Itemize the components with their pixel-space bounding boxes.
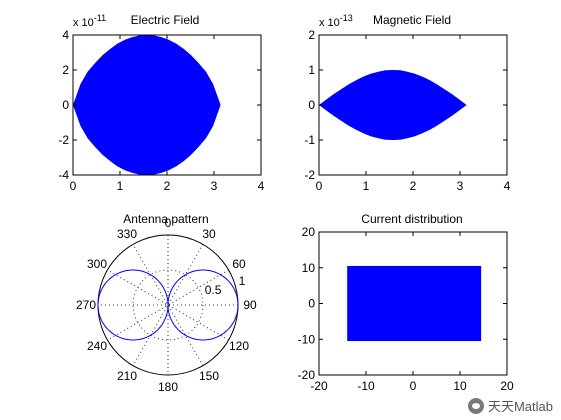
electric-field-y-tick-label: 4 — [62, 28, 69, 42]
electric-field-x-tick-label: 2 — [164, 179, 171, 193]
polar-angle-label: 60 — [232, 257, 246, 271]
polar-spoke — [132, 244, 204, 366]
electric-field-y-tick-label: 2 — [62, 63, 69, 77]
polar-angle-label: 300 — [87, 257, 107, 271]
current-distribution-fill — [347, 265, 482, 342]
current-distribution-title: Current distribution — [361, 212, 462, 226]
current-distribution-x-tick-label: 0 — [410, 379, 417, 393]
electric-field-x-tick-label: 4 — [258, 179, 265, 193]
electric-field-x-tick-label: 3 — [211, 179, 218, 193]
antenna-pattern-title: Antenna pattern — [123, 212, 208, 226]
polar-spoke — [107, 269, 229, 341]
magnetic-field-y-tick-label: -1 — [304, 133, 315, 147]
electric-field-y-tick-label: -2 — [58, 133, 69, 147]
magnetic-field-plot: Magnetic Field x 10-13 0 1 2 3 4 -2 -1 0 1 2 — [304, 13, 510, 193]
current-distribution-y-tick-label: 20 — [302, 225, 316, 239]
current-distribution-y-tick-label: 10 — [302, 261, 316, 275]
current-distribution-plot: Current distribution -20 -10 0 10 20 -20 -10 0 1… — [298, 212, 514, 393]
electric-field-x-tick-label: 0 — [70, 179, 77, 193]
polar-angle-label: 330 — [117, 227, 137, 241]
current-distribution-x-tick-label: -20 — [310, 379, 328, 393]
polar-angle-label: 180 — [158, 380, 178, 394]
magnetic-field-x-tick-label: 1 — [363, 179, 370, 193]
magnetic-field-y-tick-label: 2 — [308, 28, 315, 42]
wechat-icon — [467, 397, 484, 414]
magnetic-field-title: Magnetic Field — [373, 13, 451, 27]
polar-angle-label: 150 — [199, 369, 219, 383]
electric-field-y-tick-label: -4 — [58, 168, 69, 182]
electric-field-x-tick-label: 1 — [117, 179, 124, 193]
magnetic-field-y-tick-label: -2 — [304, 168, 315, 182]
polar-angle-label: 270 — [76, 298, 96, 312]
magnetic-field-x-tick-label: 2 — [410, 179, 417, 193]
magnetic-field-x-tick-label: 3 — [457, 179, 464, 193]
polar-angle-label: 90 — [243, 298, 257, 312]
polar-ring-label: 1 — [239, 274, 246, 288]
watermark-text: 天天Matlab — [487, 399, 553, 414]
watermark: 天天Matlab — [467, 396, 553, 415]
electric-field-plot: Electric Field x 10-11 0 1 2 3 4 -4 -2 0 2 4 — [58, 13, 264, 193]
magnetic-field-y-tick-label: 1 — [308, 63, 315, 77]
polar-spoke — [107, 269, 229, 341]
polar-angle-label: 30 — [202, 227, 216, 241]
polar-angle-label: 240 — [87, 339, 107, 353]
current-distribution-y-tick-label: 0 — [308, 297, 315, 311]
electric-field-exponent: x 10-11 — [73, 13, 106, 29]
polar-spoke — [132, 244, 204, 366]
polar-angle-label: 120 — [229, 339, 249, 353]
magnetic-field-area — [319, 70, 467, 140]
electric-field-y-tick-label: 0 — [62, 98, 69, 112]
antenna-pattern-line — [97, 269, 239, 341]
current-distribution-y-tick-label: -10 — [298, 332, 316, 346]
current-distribution-x-tick-label: -10 — [357, 379, 375, 393]
current-distribution-y-tick-label: -20 — [298, 368, 316, 382]
current-distribution-x-tick-label: 20 — [500, 379, 514, 393]
magnetic-field-x-tick-label: 0 — [316, 179, 323, 193]
polar-angle-label: 0 — [165, 216, 172, 230]
polar-ring-label: 0.5 — [205, 283, 222, 297]
electric-field-area — [73, 35, 221, 175]
antenna-pattern-plot: Antenna pattern 0.5 1 0 30 60 90 120 150 180 210 2… — [76, 212, 257, 394]
polar-angle-label: 210 — [117, 369, 137, 383]
polar-inner-ring — [132, 269, 204, 341]
electric-field-title: Electric Field — [131, 13, 200, 27]
magnetic-field-y-tick-label: 0 — [308, 98, 315, 112]
magnetic-field-exponent: x 10-13 — [319, 13, 353, 29]
magnetic-field-x-tick-label: 4 — [504, 179, 511, 193]
current-distribution-x-tick-label: 10 — [453, 379, 467, 393]
